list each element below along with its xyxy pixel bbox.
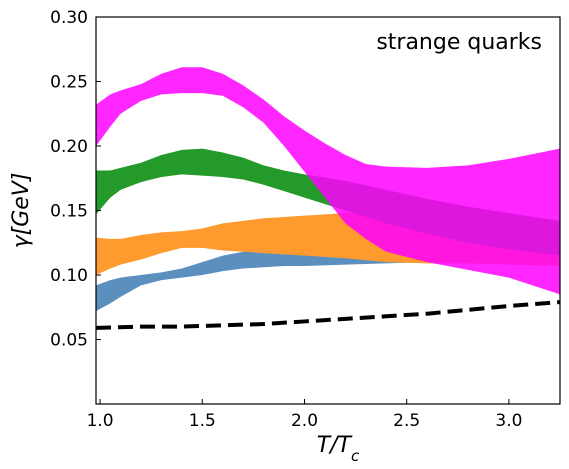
annotation-label: strange quarks xyxy=(376,30,542,55)
y-tick-label: 0.30 xyxy=(50,8,88,28)
x-tick-label: 2.0 xyxy=(291,411,318,431)
x-axis-label: T/Tc xyxy=(317,433,360,465)
ticks-layer: 1.0 1.5 2.0 2.5 3.0 0.05 0.10 0.15 0.20 0.25 0.30 xyxy=(50,8,522,431)
y-axis-label: γ[GeV] xyxy=(9,173,34,249)
x-axis-label-subscript: c xyxy=(351,447,360,465)
x-tick-label: 3.0 xyxy=(495,411,522,431)
series-line-0 xyxy=(95,300,561,330)
x-tick-label: 2.5 xyxy=(393,411,420,431)
y-tick-label: 0.25 xyxy=(50,73,88,93)
bands-layer xyxy=(96,67,560,312)
x-tick-label: 1.5 xyxy=(189,411,216,431)
x-tick-label: 1.0 xyxy=(87,411,114,431)
y-tick-label: 0.15 xyxy=(50,202,88,222)
lines-layer xyxy=(95,300,561,330)
band-3 xyxy=(96,67,560,295)
y-tick-label: 0.10 xyxy=(50,266,88,286)
x-axis-label-main: T/T xyxy=(317,433,353,458)
y-tick-label: 0.20 xyxy=(50,137,88,157)
y-tick-label: 0.05 xyxy=(50,331,88,351)
